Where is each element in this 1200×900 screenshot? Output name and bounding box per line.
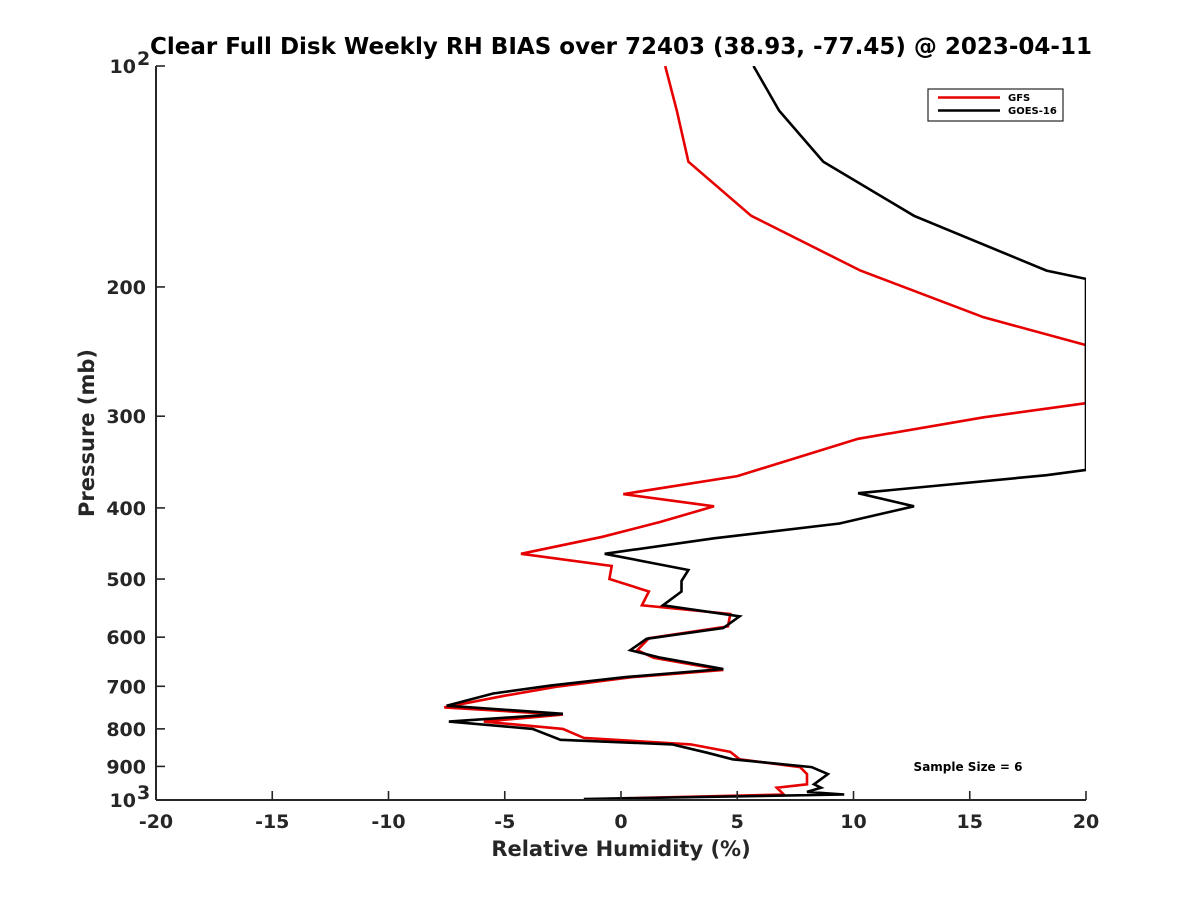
- x-tick-label: -5: [494, 811, 515, 833]
- y-axis-label: Pressure (mb): [75, 349, 99, 517]
- plot-lines: [444, 66, 1086, 800]
- x-tick-label: 0: [614, 811, 627, 833]
- x-axis-ticks: -20 -15 -10 -5 0 5 10 15 20: [139, 791, 1099, 833]
- x-tick-label: -15: [255, 811, 289, 833]
- series-line-goes16: [446, 66, 1086, 800]
- axes: [155, 66, 1086, 801]
- y-tick-label: 400: [106, 498, 146, 520]
- y-tick-exponent: 2: [137, 48, 150, 70]
- x-tick-label: 10: [840, 811, 866, 833]
- legend: GFS GOES-16: [927, 88, 1064, 122]
- y-tick-label: 10: [110, 790, 136, 812]
- legend-box: [927, 88, 1064, 122]
- x-axis-label: Relative Humidity (%): [491, 837, 750, 861]
- y-tick-label: 700: [106, 676, 146, 698]
- x-tick-label: -10: [371, 811, 405, 833]
- y-tick-exponent: 3: [137, 782, 150, 804]
- y-tick-label: 800: [106, 719, 146, 741]
- legend-label-gfs: GFS: [1008, 93, 1030, 104]
- legend-label-goes16: GOES-16: [1008, 106, 1057, 117]
- y-tick-label: 600: [106, 627, 146, 649]
- y-tick-label: 200: [106, 277, 146, 299]
- y-tick-label: 900: [106, 756, 146, 778]
- x-tick-label: 5: [731, 811, 744, 833]
- x-tick-label: -20: [139, 811, 173, 833]
- y-tick-label: 500: [106, 569, 146, 591]
- y-tick-label: 300: [106, 406, 146, 428]
- sample-size-annotation: Sample Size = 6: [914, 760, 1023, 774]
- series-line-gfs: [444, 66, 1086, 800]
- chart-title: Clear Full Disk Weekly RH BIAS over 7240…: [150, 34, 1092, 60]
- x-tick-label: 15: [957, 811, 983, 833]
- y-tick-label: 10: [110, 56, 136, 78]
- x-tick-label: 20: [1073, 811, 1099, 833]
